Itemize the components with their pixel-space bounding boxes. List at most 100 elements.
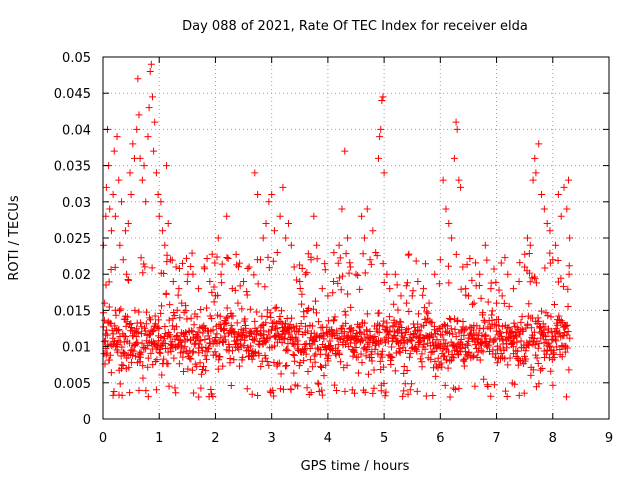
data-point xyxy=(467,329,475,337)
data-point xyxy=(493,299,501,307)
data-point xyxy=(448,234,456,242)
data-point xyxy=(414,326,422,334)
data-point xyxy=(425,299,433,307)
data-point xyxy=(171,384,179,392)
data-point xyxy=(140,260,148,268)
data-point xyxy=(390,300,398,308)
data-point xyxy=(544,329,552,337)
data-point xyxy=(278,307,286,315)
data-point xyxy=(478,339,486,347)
data-point xyxy=(341,147,349,155)
data-point xyxy=(394,329,402,337)
data-point xyxy=(186,354,194,362)
data-point xyxy=(307,256,315,264)
data-point xyxy=(133,125,141,133)
data-point xyxy=(253,308,261,316)
data-point xyxy=(500,299,508,307)
data-point xyxy=(296,261,304,269)
data-point xyxy=(202,367,210,375)
data-point xyxy=(335,350,343,358)
data-point xyxy=(119,361,127,369)
data-point xyxy=(240,342,248,350)
data-point xyxy=(373,252,381,260)
data-point xyxy=(187,314,195,322)
data-point xyxy=(269,386,277,394)
data-point xyxy=(432,372,440,380)
data-point xyxy=(362,352,370,360)
data-point xyxy=(537,307,545,315)
data-point xyxy=(202,355,210,363)
data-point xyxy=(423,308,431,316)
data-point xyxy=(129,332,137,340)
data-point xyxy=(246,305,254,313)
data-point xyxy=(190,321,198,329)
data-point xyxy=(336,254,344,262)
data-point xyxy=(133,325,141,333)
data-point xyxy=(134,75,142,83)
data-point xyxy=(109,391,117,399)
data-point xyxy=(105,278,113,286)
data-point xyxy=(351,389,359,397)
data-point xyxy=(531,341,539,349)
data-point xyxy=(565,176,573,184)
data-point xyxy=(369,389,377,397)
data-point xyxy=(208,315,216,323)
data-point xyxy=(470,299,478,307)
data-point xyxy=(438,331,446,339)
data-point xyxy=(521,250,529,258)
x-tick-label: 7 xyxy=(492,431,500,446)
data-point xyxy=(138,176,146,184)
data-point xyxy=(349,326,357,334)
data-point xyxy=(221,336,229,344)
data-point xyxy=(345,343,353,351)
data-point xyxy=(343,361,351,369)
data-point xyxy=(241,336,249,344)
data-point xyxy=(461,348,469,356)
data-point xyxy=(455,176,463,184)
data-point xyxy=(508,327,516,335)
data-point xyxy=(345,269,353,277)
data-point xyxy=(105,356,113,364)
data-point xyxy=(514,347,522,355)
data-point xyxy=(419,291,427,299)
data-point xyxy=(172,263,180,271)
data-point xyxy=(390,319,398,327)
data-point xyxy=(377,125,385,133)
data-point xyxy=(138,339,146,347)
data-point xyxy=(254,392,262,400)
data-point xyxy=(566,334,574,342)
data-point xyxy=(561,348,569,356)
data-point xyxy=(263,312,271,320)
data-point xyxy=(146,67,154,75)
data-point xyxy=(504,270,512,278)
data-point xyxy=(453,125,461,133)
data-point xyxy=(408,292,416,300)
data-point xyxy=(283,361,291,369)
data-point xyxy=(290,263,298,271)
data-point xyxy=(557,317,565,325)
data-point xyxy=(535,380,543,388)
data-point xyxy=(360,234,368,242)
data-point xyxy=(127,319,135,327)
data-point xyxy=(100,316,108,324)
data-point xyxy=(179,259,187,267)
data-point xyxy=(497,259,505,267)
data-point xyxy=(508,339,516,347)
data-point xyxy=(210,283,218,291)
data-point xyxy=(187,327,195,335)
data-point xyxy=(399,392,407,400)
data-point xyxy=(380,317,388,325)
data-point xyxy=(347,303,355,311)
data-point xyxy=(460,362,468,370)
data-point xyxy=(193,313,201,321)
data-point xyxy=(564,285,572,293)
data-point xyxy=(237,335,245,343)
data-point xyxy=(188,249,196,257)
data-point xyxy=(148,264,156,272)
data-point xyxy=(304,368,312,376)
data-point xyxy=(393,281,401,289)
data-point xyxy=(442,205,450,213)
data-point xyxy=(296,325,304,333)
data-point xyxy=(563,321,571,329)
data-point xyxy=(137,319,145,327)
